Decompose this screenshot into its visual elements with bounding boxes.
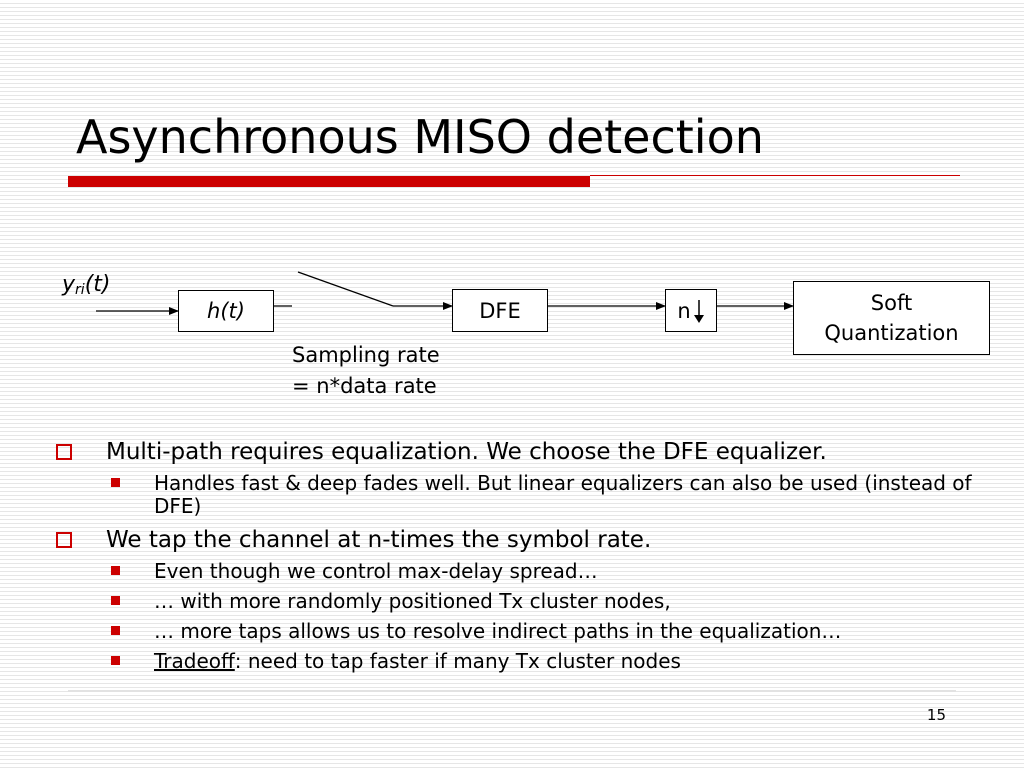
sub-bullet-item: Tradeoff: need to tap faster if many Tx … [54,650,994,673]
channel-block-label: h(t) [207,299,245,323]
bullet-list: Multi-path requires equalization. We cho… [54,437,994,680]
downsampler-label: n [677,298,691,323]
dfe-block-label: DFE [479,298,521,323]
sub-bullet-item: … with more randomly positioned Tx clust… [54,590,994,613]
filled-square-bullet-icon [111,566,120,575]
slide-title: Asynchronous MISO detection [76,110,764,164]
soft-quant-line2: Quantization [824,321,959,345]
hollow-square-bullet-icon [56,444,72,460]
bullet-item: We tap the channel at n-times the symbol… [54,525,994,555]
bullet-item: Multi-path requires equalization. We cho… [54,437,994,467]
channel-block: h(t) [178,290,274,332]
sampling-line1: Sampling rate [292,343,440,367]
sub-bullet-item: Even though we control max-delay spread… [54,560,994,583]
filled-square-bullet-icon [111,656,120,665]
hollow-square-bullet-icon [56,532,72,548]
title-underline-thin [590,175,960,176]
sampling-rate-note: Sampling rate = n*data rate [292,340,440,402]
soft-quantization-block: Soft Quantization [793,281,990,355]
page-number: 15 [926,706,946,724]
soft-quant-line1: Soft [870,291,913,315]
sub-bullet-item: Handles fast & deep fades well. But line… [54,472,994,518]
down-arrow-icon [693,299,704,323]
tradeoff-word: Tradeoff [154,649,235,673]
footer-divider [68,690,956,692]
filled-square-bullet-icon [111,478,120,487]
downsampler-block: n [665,289,717,332]
sampling-line2: = n*data rate [292,374,437,398]
sampling-switch-arm [297,271,394,307]
dfe-block: DFE [452,289,548,332]
sub-bullet-item: … more taps allows us to resolve indirec… [54,620,994,643]
input-signal-label: yri(t) [62,272,111,298]
title-underline-thick [68,176,590,187]
filled-square-bullet-icon [111,596,120,605]
tradeoff-text: : need to tap faster if many Tx cluster … [234,649,681,673]
filled-square-bullet-icon [111,626,120,635]
